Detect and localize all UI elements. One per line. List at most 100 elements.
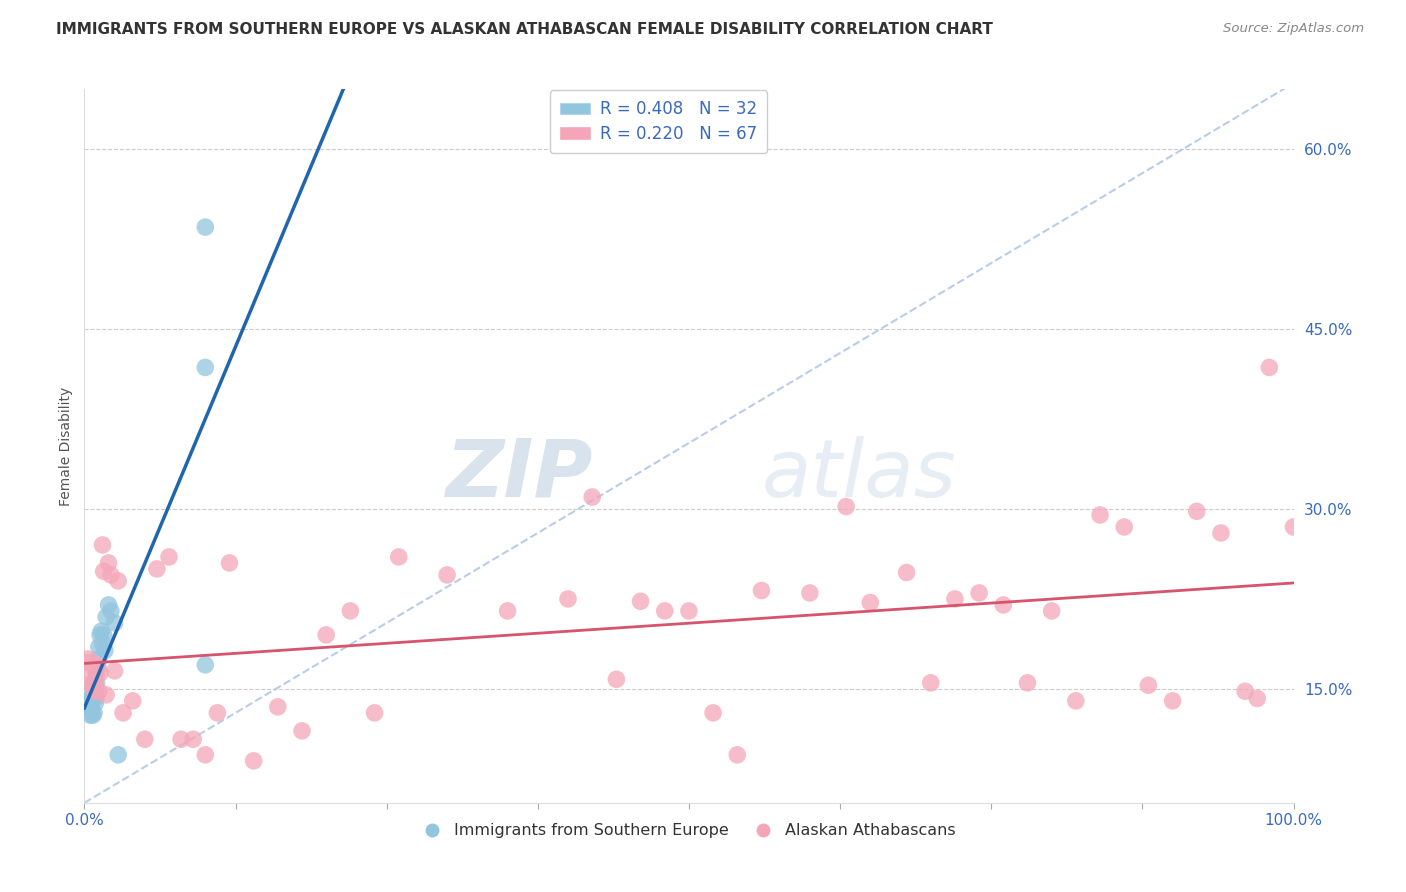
Point (104, 664, 127, 678)
Point (93, 628, 115, 642)
Point (181, 732, 204, 747)
Point (86, 660, 108, 674)
Point (242, 754, 264, 768)
Point (83, 660, 105, 674)
Point (1282, 520, 1305, 534)
Point (605, 673, 627, 687)
Point (581, 490, 603, 504)
Text: Source: ZipAtlas.com: Source: ZipAtlas.com (1223, 22, 1364, 36)
Point (146, 562, 169, 576)
Point (170, 732, 193, 747)
Text: atlas: atlas (762, 435, 956, 514)
Point (751, 583, 773, 598)
Point (77, 656, 100, 670)
Point (79, 708, 101, 723)
Point (436, 568, 458, 582)
Text: ZIP: ZIP (444, 435, 592, 514)
Point (267, 699, 290, 714)
Point (100, 604, 122, 618)
Point (83, 706, 105, 720)
Point (77, 694, 100, 708)
Point (363, 706, 385, 720)
Point (1114, 520, 1136, 534)
Point (86, 664, 108, 678)
Point (1185, 504, 1208, 518)
Point (678, 604, 700, 618)
Point (84, 684, 107, 698)
Point (218, 556, 240, 570)
Point (725, 747, 748, 762)
Point (194, 657, 217, 672)
Point (194, 220, 217, 235)
Point (91, 636, 114, 650)
Point (1161, 694, 1184, 708)
Point (1088, 508, 1111, 522)
Point (557, 591, 579, 606)
Point (84, 696, 107, 710)
Point (315, 628, 337, 642)
Point (97, 598, 120, 612)
Point (86, 676, 108, 690)
Point (107, 574, 129, 588)
Point (82, 681, 104, 696)
Point (80, 690, 103, 705)
Point (1064, 694, 1087, 708)
Point (80, 680, 103, 694)
Point (1040, 604, 1063, 618)
Point (967, 586, 990, 600)
Text: IMMIGRANTS FROM SOUTHERN EUROPE VS ALASKAN ATHABASCAN FEMALE DISABILITY CORRELAT: IMMIGRANTS FROM SOUTHERN EUROPE VS ALASK… (56, 22, 993, 37)
Point (1258, 360, 1281, 375)
Point (77, 652, 100, 666)
Point (87, 684, 110, 698)
Point (112, 706, 135, 720)
Point (87, 652, 110, 666)
Point (82, 691, 104, 706)
Point (339, 604, 361, 618)
Point (94, 643, 117, 657)
Point (121, 694, 143, 708)
Point (94, 610, 117, 624)
Point (194, 747, 217, 762)
Point (1246, 691, 1268, 706)
Point (86, 670, 108, 684)
Point (80, 702, 103, 716)
Point (920, 676, 942, 690)
Point (97, 556, 120, 570)
Point (86, 690, 108, 705)
Point (1209, 525, 1232, 540)
Point (291, 723, 314, 738)
Point (799, 586, 821, 600)
Point (89, 666, 111, 681)
Point (79, 666, 101, 681)
Point (107, 747, 129, 762)
Point (94, 688, 117, 702)
Point (91, 538, 114, 552)
Point (157, 549, 180, 564)
Point (496, 604, 519, 618)
Point (84, 680, 107, 694)
Point (104, 615, 127, 630)
Point (82, 676, 104, 690)
Point (993, 598, 1015, 612)
Point (630, 594, 652, 608)
Point (90, 624, 112, 639)
Point (79, 696, 101, 710)
Point (100, 568, 122, 582)
Point (83, 676, 105, 690)
Point (702, 706, 724, 720)
Point (859, 595, 882, 609)
Point (83, 688, 105, 702)
Point (134, 732, 156, 747)
Point (1137, 678, 1160, 692)
Point (943, 591, 966, 606)
Legend: Immigrants from Southern Europe, Alaskan Athabascans: Immigrants from Southern Europe, Alaskan… (416, 817, 962, 845)
Point (896, 566, 918, 580)
Point (1234, 684, 1257, 698)
Point (82, 708, 104, 723)
Point (1017, 676, 1039, 690)
Point (835, 500, 858, 514)
Point (654, 604, 676, 618)
Point (87, 640, 110, 654)
Point (93, 565, 115, 579)
Point (388, 549, 411, 564)
